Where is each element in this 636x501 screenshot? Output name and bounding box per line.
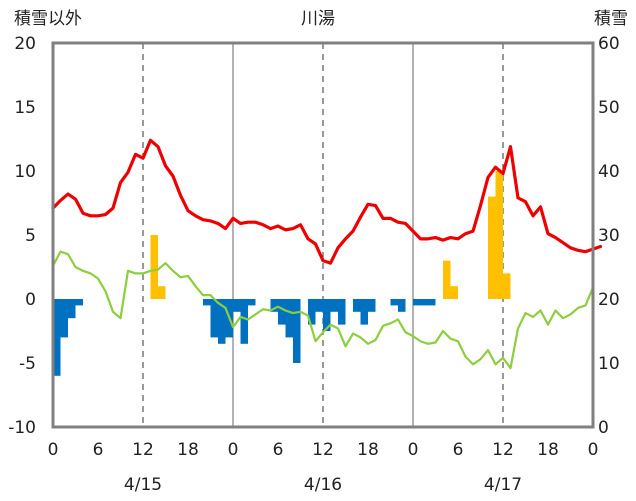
- x-tick-label: 0: [228, 440, 239, 460]
- y-tick-label-right: 40: [598, 162, 620, 182]
- y-tick-label-right: 60: [598, 34, 620, 54]
- y-tick-label-left: 10: [14, 162, 36, 182]
- negative-bar: [248, 299, 256, 306]
- negative-bar: [233, 299, 241, 312]
- negative-bar: [390, 299, 398, 306]
- temperature-line: [51, 138, 603, 265]
- negative-bar: [308, 299, 316, 325]
- x-tick-label: 12: [492, 440, 514, 460]
- x-tick-label: 18: [177, 440, 199, 460]
- y-tick-label-right: 10: [598, 354, 620, 374]
- negative-bar: [218, 299, 226, 344]
- x-tick-label: 6: [453, 440, 464, 460]
- negative-bar: [413, 299, 421, 306]
- right-axis-title: 積雪: [594, 9, 628, 29]
- negative-bar: [270, 299, 278, 312]
- positive-bar: [488, 196, 496, 299]
- x-tick-label: 0: [588, 440, 599, 460]
- negative-bar: [368, 299, 376, 312]
- negative-bar: [278, 299, 286, 325]
- chart-title: 川湯: [301, 9, 335, 29]
- positive-bar: [150, 235, 158, 299]
- negative-bar: [68, 299, 76, 319]
- date-label: 4/17: [484, 475, 522, 495]
- y-tick-label-right: 50: [598, 98, 620, 118]
- secondary-line: [51, 250, 595, 370]
- x-tick-label: 18: [537, 440, 559, 460]
- positive-bar: [503, 273, 511, 299]
- negative-bar: [75, 299, 83, 306]
- left-axis-title: 積雪以外: [14, 9, 82, 29]
- positive-bar: [443, 260, 451, 299]
- negative-bar: [53, 299, 61, 376]
- negative-bar: [203, 299, 211, 306]
- negative-bar: [60, 299, 68, 338]
- y-tick-label-left: 15: [14, 98, 36, 118]
- negative-bar: [360, 299, 368, 325]
- negative-bar: [353, 299, 361, 312]
- date-label: 4/16: [304, 475, 342, 495]
- negative-bar: [285, 299, 293, 338]
- y-tick-label-left: 5: [25, 226, 36, 246]
- x-tick-label: 18: [357, 440, 379, 460]
- x-tick-label: 12: [312, 440, 334, 460]
- x-tick-label: 6: [93, 440, 104, 460]
- negative-bar: [420, 299, 428, 306]
- positive-bar: [495, 171, 503, 299]
- x-tick-label: 6: [273, 440, 284, 460]
- y-tick-label-left: -10: [8, 418, 36, 438]
- y-tick-label-left: 20: [14, 34, 36, 54]
- negative-bar: [398, 299, 406, 312]
- y-tick-label-left: 0: [25, 290, 36, 310]
- negative-bar: [315, 299, 323, 312]
- date-label: 4/15: [124, 475, 162, 495]
- negative-bar: [240, 299, 248, 344]
- negative-bar: [293, 299, 301, 363]
- y-tick-label-right: 0: [598, 418, 609, 438]
- y-tick-label-right: 20: [598, 290, 620, 310]
- negative-bar: [210, 299, 218, 338]
- negative-bar: [323, 299, 331, 331]
- x-tick-label: 0: [408, 440, 419, 460]
- positive-bar: [158, 286, 166, 299]
- y-tick-label-right: 30: [598, 226, 620, 246]
- plot-frame: [51, 41, 595, 429]
- negative-bar: [428, 299, 436, 306]
- negative-bar: [338, 299, 346, 325]
- x-tick-label: 0: [48, 440, 59, 460]
- x-tick-label: 12: [132, 440, 154, 460]
- y-tick-label-left: -5: [19, 354, 36, 374]
- negative-bar: [330, 299, 338, 312]
- positive-bar: [450, 286, 458, 299]
